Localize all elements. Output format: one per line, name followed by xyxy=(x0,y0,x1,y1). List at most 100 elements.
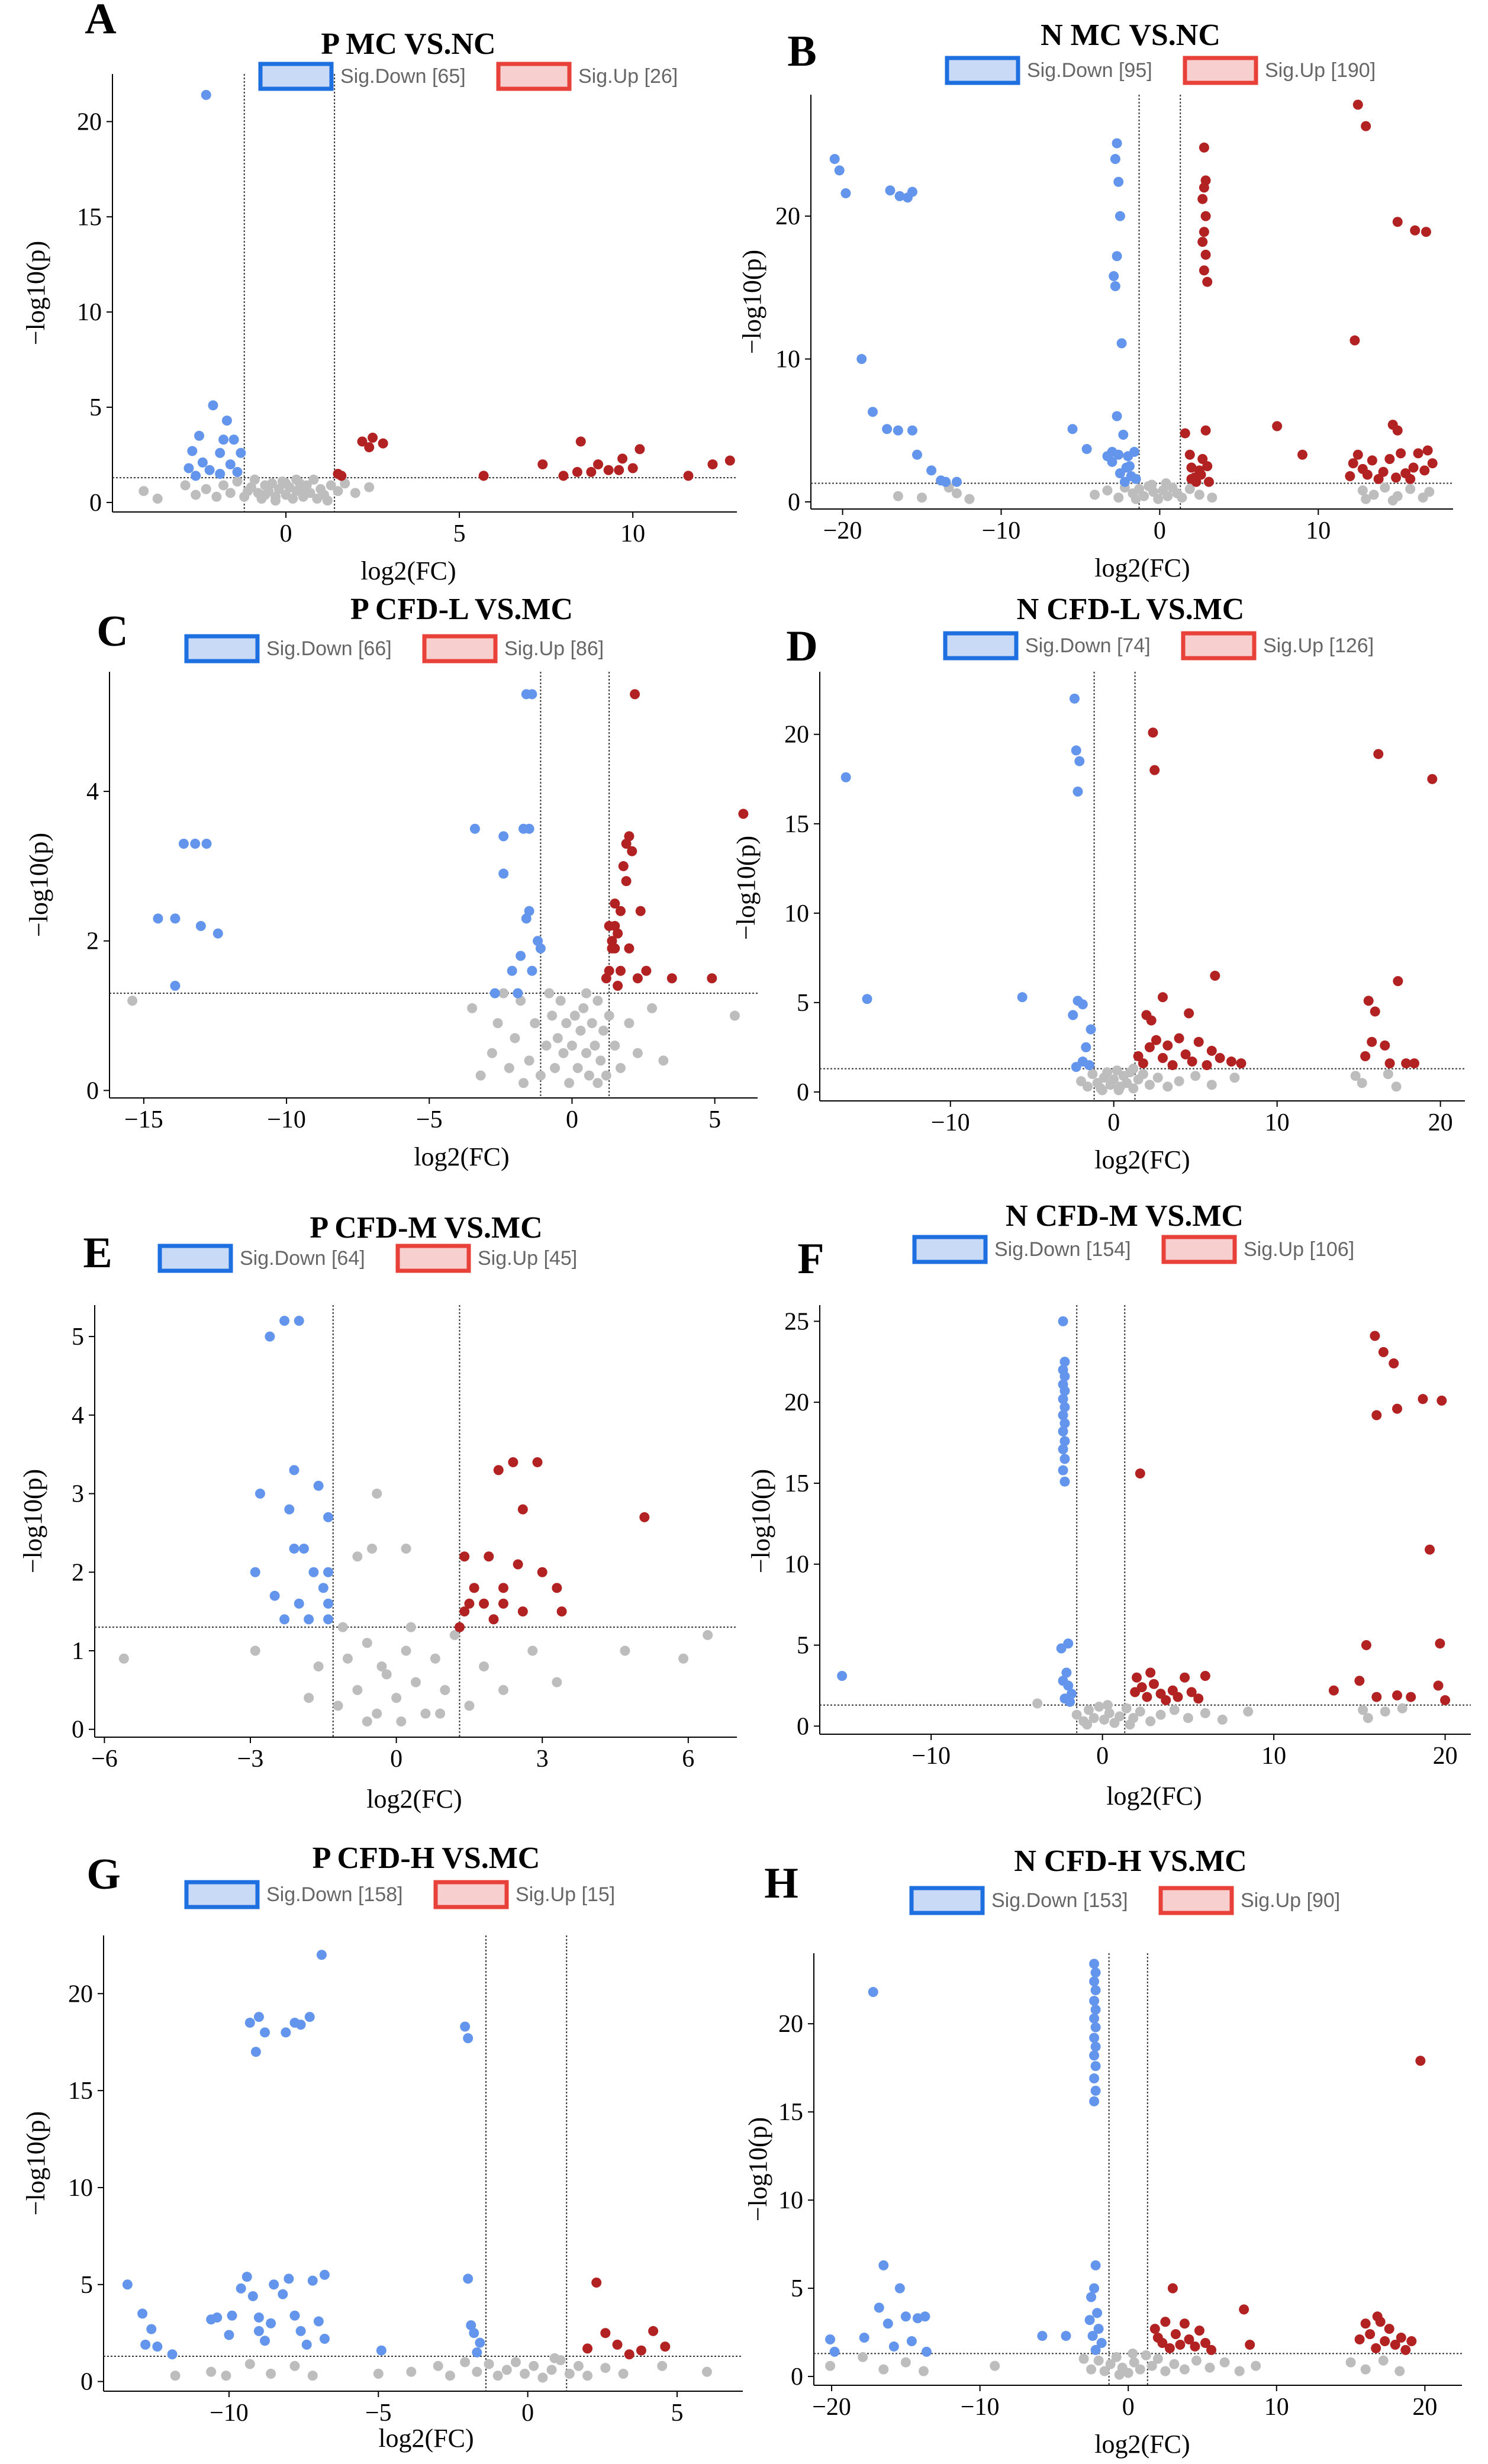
point-down xyxy=(1074,756,1085,766)
legend-up-swatch xyxy=(1161,1235,1237,1264)
y-tick-label: 5 xyxy=(80,2272,93,2299)
point-up xyxy=(615,906,626,916)
x-axis-label: log2(FC) xyxy=(1094,2430,1190,2459)
point-ns xyxy=(362,1716,372,1727)
legend-up-text: Sig.Up xyxy=(1241,1889,1301,1912)
legend-up-count: [15] xyxy=(582,1883,616,1906)
point-ns xyxy=(647,1003,658,1013)
point-down xyxy=(1084,1060,1094,1071)
panel-letter: C xyxy=(96,607,128,656)
point-up xyxy=(1151,1035,1161,1045)
legend-down-swatch xyxy=(943,631,1019,661)
point-up xyxy=(1199,142,1209,153)
point-ns xyxy=(440,1684,450,1695)
y-tick-label: 4 xyxy=(72,1402,84,1429)
point-ns xyxy=(337,1622,348,1632)
point-down xyxy=(253,2012,264,2022)
point-up xyxy=(1413,448,1423,459)
legend-down-swatch xyxy=(157,1244,233,1273)
point-ns xyxy=(1087,1069,1098,1080)
point-up xyxy=(1215,1053,1225,1063)
point-down xyxy=(1058,1444,1068,1454)
point-ns xyxy=(1114,2369,1125,2380)
point-up xyxy=(484,1551,494,1562)
point-down xyxy=(307,2275,318,2286)
legend-down-swatch xyxy=(184,634,260,663)
point-down xyxy=(170,913,181,924)
point-ns xyxy=(467,1003,478,1013)
point-up xyxy=(639,1512,650,1522)
point-ns xyxy=(1125,1719,1135,1730)
point-up xyxy=(1363,996,1374,1006)
point-ns xyxy=(1135,2364,1145,2375)
point-ns xyxy=(1088,1713,1099,1724)
point-up xyxy=(1396,2333,1406,2343)
point-down xyxy=(837,1671,848,1682)
point-up xyxy=(1184,2334,1194,2345)
point-ns xyxy=(1358,1705,1368,1715)
point-up xyxy=(1245,2339,1255,2350)
point-down xyxy=(1090,2061,1101,2072)
point-ns xyxy=(1357,1078,1367,1088)
point-ns xyxy=(225,488,236,498)
panel-c: C P CFD-L VS.MC Sig.Down [66] Sig.Up [86] −1… xyxy=(24,592,758,1171)
point-ns xyxy=(1129,2357,1139,2368)
point-up xyxy=(624,943,635,954)
point-ns xyxy=(1360,2364,1371,2375)
point-up xyxy=(459,1551,470,1562)
legend: Sig.Down [65] Sig.Up [26] xyxy=(258,62,678,91)
point-down xyxy=(1113,176,1124,187)
point-up xyxy=(1380,2336,1390,2347)
point-up xyxy=(513,1559,523,1570)
point-up xyxy=(1136,1682,1147,1693)
point-ns xyxy=(340,478,350,489)
point-ns xyxy=(604,1010,614,1021)
point-ns xyxy=(435,1708,446,1719)
point-up xyxy=(1390,2339,1400,2350)
legend-down-label: Sig.Down [158] xyxy=(266,1883,403,1906)
point-down xyxy=(1110,154,1120,165)
point-up xyxy=(478,471,489,481)
point-down xyxy=(294,1316,304,1326)
point-ns xyxy=(1102,1067,1113,1078)
panel-letter: H xyxy=(764,1859,798,1908)
point-ns xyxy=(569,1010,580,1021)
point-ns xyxy=(1086,2364,1097,2375)
legend-up-text: Sig.Up xyxy=(478,1247,538,1270)
point-down xyxy=(498,868,509,879)
point-down xyxy=(1110,281,1120,291)
point-up xyxy=(1197,454,1208,465)
x-tick-label: −5 xyxy=(416,1106,443,1133)
point-up xyxy=(641,965,652,976)
point-up xyxy=(627,463,638,474)
y-tick-label: 5 xyxy=(89,394,102,421)
panel-letter: G xyxy=(86,1850,121,1899)
y-tick-label: 4 xyxy=(86,778,99,806)
point-down xyxy=(907,425,917,436)
point-down xyxy=(921,2346,932,2357)
point-up xyxy=(1419,465,1430,476)
legend-down-text: Sig.Down xyxy=(240,1247,326,1270)
x-tick-label: 0 xyxy=(390,1745,402,1773)
point-down xyxy=(253,2325,264,2336)
point-up xyxy=(469,1583,479,1593)
point-up xyxy=(336,471,347,481)
point-down xyxy=(1081,444,1092,455)
point-down xyxy=(1109,271,1119,282)
point-up xyxy=(1354,1676,1365,1686)
point-ns xyxy=(420,1708,431,1719)
point-ns xyxy=(1121,1703,1132,1713)
point-ns xyxy=(1111,2352,1122,2362)
point-ns xyxy=(1387,495,1398,506)
point-ns xyxy=(396,1716,407,1727)
point-up xyxy=(1406,1692,1416,1702)
point-ns xyxy=(372,1489,382,1499)
point-down xyxy=(859,2333,869,2343)
point-ns xyxy=(401,1645,411,1656)
x-tick-label: 20 xyxy=(1412,2394,1437,2421)
point-down xyxy=(862,994,872,1004)
point-up xyxy=(1427,774,1438,784)
panel-title: P CFD-M VS.MC xyxy=(310,1211,542,1245)
y-tick-label: 0 xyxy=(80,2369,93,2396)
